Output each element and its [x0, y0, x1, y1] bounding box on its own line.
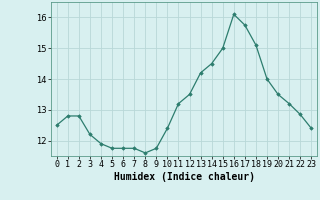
X-axis label: Humidex (Indice chaleur): Humidex (Indice chaleur) — [114, 172, 254, 182]
